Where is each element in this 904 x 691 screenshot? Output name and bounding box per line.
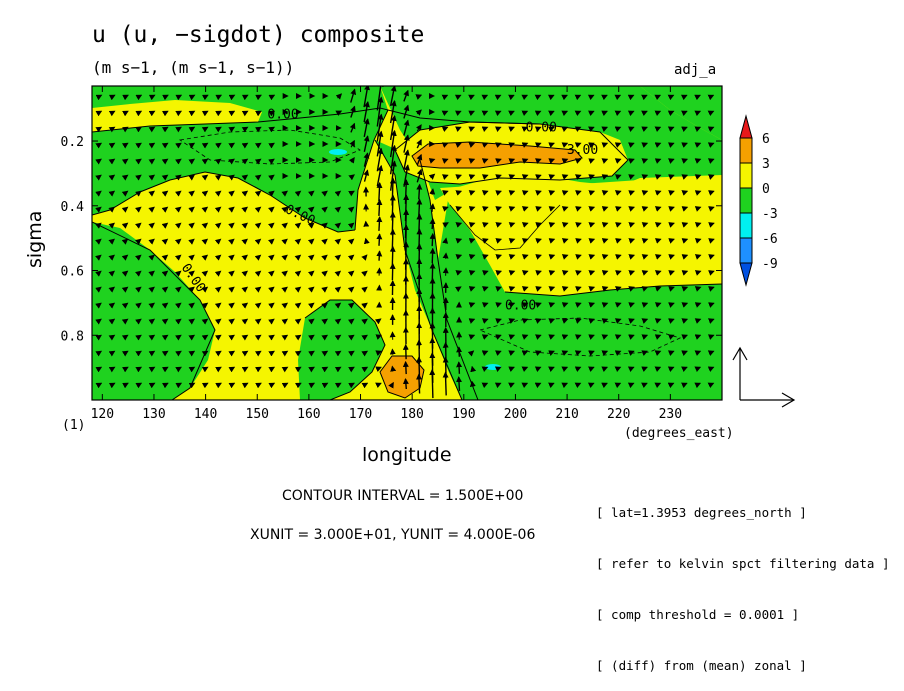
y-tick-label: 0.6 [61,265,84,280]
colorbar-segment [740,163,752,188]
wind-vector [406,379,407,389]
vector-units: XUNIT = 3.000E+01, YUNIT = 4.000E-06 [250,527,535,543]
colorbar: 6 3 0 -3 -6 -9 [740,116,778,285]
wind-vector [445,238,446,241]
wind-vector [419,374,420,393]
contour-label: 3.00 [567,143,598,158]
wind-vector [459,377,460,391]
x-tick-label: 120 [91,407,114,422]
wind-vector [406,362,407,374]
wind-vector [379,200,380,216]
wind-vector [392,247,393,265]
x-tick-label: 130 [142,407,165,422]
y-tick-label: 0.4 [61,200,85,215]
note-line: [ lat=1.3953 degrees_north ] [596,504,890,521]
contour-interval: CONTOUR INTERVAL = 1.500E+00 [282,488,523,504]
x-tick-label: 190 [452,407,475,422]
y-tick-label: 0.8 [61,329,84,344]
colorbar-segment [740,188,752,213]
note-line: [ refer to kelvin spct filtering data ] [596,555,890,572]
colorbar-label: 0 [762,182,770,197]
wind-vector [419,200,420,217]
x-tick-label: 220 [607,407,630,422]
note-line: [ comp threshold = 0.0001 ] [596,606,890,623]
note-line: [ (diff) from (mean) zonal ] [596,657,890,674]
wind-vector [392,366,393,369]
reference-vector [733,348,794,407]
x-tick-label: 150 [246,407,269,422]
colorbar-segment [740,213,752,238]
colorbar-label: 3 [762,157,770,172]
x-axis-label: longitude [362,444,452,466]
wind-vector [379,183,380,201]
colorbar-label: 6 [762,132,770,147]
x-tick-label: 200 [504,407,527,422]
x-tick-label: 210 [555,407,578,422]
y-axis-label: sigma [24,211,46,268]
wind-vector [459,362,460,374]
colorbar-segment [740,263,752,285]
wind-vector [379,251,380,260]
colorbar-label: -9 [762,257,778,272]
wind-vector [379,217,380,231]
field-cyan-patch-lower [485,364,501,370]
colorbar-label: -3 [762,207,778,222]
x-tick-label: 170 [349,407,372,422]
x-tick-label: 230 [659,407,682,422]
wind-vector [432,249,433,263]
wind-vector [432,370,433,398]
wind-vector [366,239,367,242]
notes-block: [ lat=1.3953 degrees_north ] [ refer to … [596,470,890,691]
wind-vector [472,367,473,370]
wind-vector [445,373,446,396]
colorbar-segment [740,238,752,263]
shaded-field [92,82,722,400]
colorbar-label: -6 [762,232,778,247]
contour-label: 0.00 [267,107,298,122]
frame-id: (1) [62,418,85,433]
wind-vector [419,185,420,200]
field-cyan-patch-upper [329,149,347,155]
wind-vector [432,234,433,246]
x-tick-label: 140 [194,407,217,422]
x-tick-label: 160 [297,407,320,422]
wind-vector [446,253,447,258]
wind-vector [432,219,433,229]
wind-vector [379,234,380,246]
y-tick-label: 0.2 [61,135,84,150]
contour-label: 0.00 [505,298,536,313]
contour-label: 0.00 [526,120,557,135]
colorbar-segment [740,116,752,138]
x-tick-label: 180 [400,407,423,422]
x-axis-unit: (degrees_east) [624,426,734,441]
colorbar-segment [740,138,752,163]
